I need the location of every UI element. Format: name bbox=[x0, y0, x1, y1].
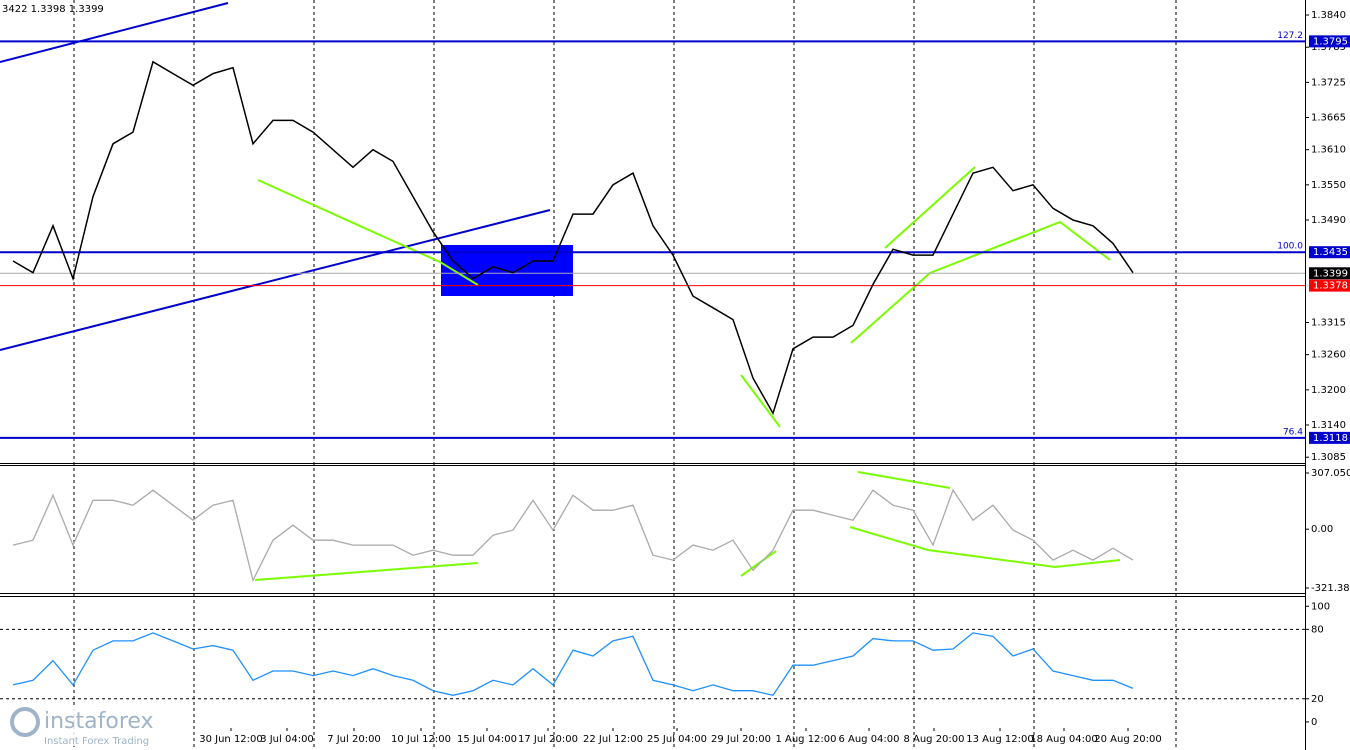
level-tag bbox=[1309, 431, 1350, 444]
x-tick-label: 10 Jul 12:00 bbox=[391, 734, 451, 745]
x-tick-label: 6 Aug 04:00 bbox=[838, 734, 899, 745]
level-tag bbox=[1309, 246, 1350, 259]
fib-label: 127.2 bbox=[1277, 31, 1303, 41]
y-tick-label: -321.3899 bbox=[1311, 583, 1350, 594]
y-tick-label: 80 bbox=[1311, 624, 1324, 635]
y-tick-label: 0.00 bbox=[1311, 524, 1333, 535]
trend-lines bbox=[254, 166, 1121, 581]
x-tick-label: 22 Jul 12:00 bbox=[583, 734, 643, 745]
logo-tagline: Instant Forex Trading bbox=[44, 736, 149, 747]
grid bbox=[0, 0, 1305, 750]
y-tick-label: 1.3200 bbox=[1311, 385, 1346, 396]
x-tick-label: 1 Aug 12:00 bbox=[775, 734, 836, 745]
fib-label: 100.0 bbox=[1277, 242, 1303, 252]
labels: 30 Jun 12:003 Jul 04:00 7 Jul 20:00 10 Jul… bbox=[199, 10, 1350, 745]
x-tick-label: 3 Jul 04:00 bbox=[260, 734, 314, 745]
level-label: 1.3795 bbox=[1313, 36, 1348, 47]
y-tick-label: 1.3725 bbox=[1311, 77, 1346, 88]
quote: 3422 1.3398 1.3399 bbox=[2, 4, 104, 15]
level-tag bbox=[1309, 267, 1350, 280]
x-tick-label: 29 Jul 20:00 bbox=[711, 734, 771, 745]
y-tick-label: 1.3785 bbox=[1311, 42, 1346, 53]
x-tick-label: 17 Jul 20:00 bbox=[518, 734, 578, 745]
x-tick-label: 7 Jul 20:00 bbox=[327, 734, 381, 745]
y-tick-label: 0 bbox=[1311, 717, 1317, 728]
y-tick-label: 20 bbox=[1311, 694, 1324, 705]
y-tick-label: 1.3665 bbox=[1311, 112, 1346, 123]
y-tick-label: 100 bbox=[1311, 601, 1330, 612]
y-tick-label: 1.3260 bbox=[1311, 350, 1346, 361]
x-tick-label: 8 Aug 20:00 bbox=[903, 734, 964, 745]
y-tick-label: 1.3315 bbox=[1311, 317, 1346, 328]
x-tick-label: 20 Aug 20:00 bbox=[1094, 734, 1161, 745]
channel bbox=[0, 2, 551, 351]
x-tick-label: 30 Jun 12:00 bbox=[199, 734, 263, 745]
y-tick-label: 1.3085 bbox=[1311, 452, 1346, 463]
x-tick-label: 13 Aug 12:00 bbox=[966, 734, 1033, 745]
x-tick-label: 25 Jul 04:00 bbox=[647, 734, 707, 745]
x-tick-label: 15 Jul 04:00 bbox=[457, 734, 517, 745]
plots bbox=[0, 40, 1305, 697]
level-label: 1.3378 bbox=[1313, 281, 1348, 292]
panel-borders bbox=[0, 0, 1306, 750]
y-tick-label: 1.3550 bbox=[1311, 180, 1346, 191]
level-label: 1.3399 bbox=[1313, 268, 1348, 279]
y-tick-label: 1.3140 bbox=[1311, 420, 1346, 431]
logo-name: instaforex bbox=[44, 709, 154, 734]
fib-label: 76.4 bbox=[1283, 427, 1303, 437]
y-tick-label: 1.3840 bbox=[1311, 10, 1346, 21]
series-line bbox=[12, 632, 1134, 697]
level-tag bbox=[1309, 35, 1350, 48]
logo-icon bbox=[10, 707, 40, 737]
series-line bbox=[12, 60, 1134, 416]
level-tag bbox=[1309, 279, 1350, 292]
level-label: 1.3435 bbox=[1313, 247, 1348, 258]
series-line bbox=[12, 488, 1134, 583]
y-tick-label: 1.3490 bbox=[1311, 215, 1346, 226]
y-tick-label: 1.3610 bbox=[1311, 145, 1346, 156]
y-tick-label: 307.0503 bbox=[1311, 468, 1350, 479]
x-tick-label: 18 Aug 04:00 bbox=[1030, 734, 1097, 745]
level-label: 1.3118 bbox=[1313, 433, 1348, 444]
